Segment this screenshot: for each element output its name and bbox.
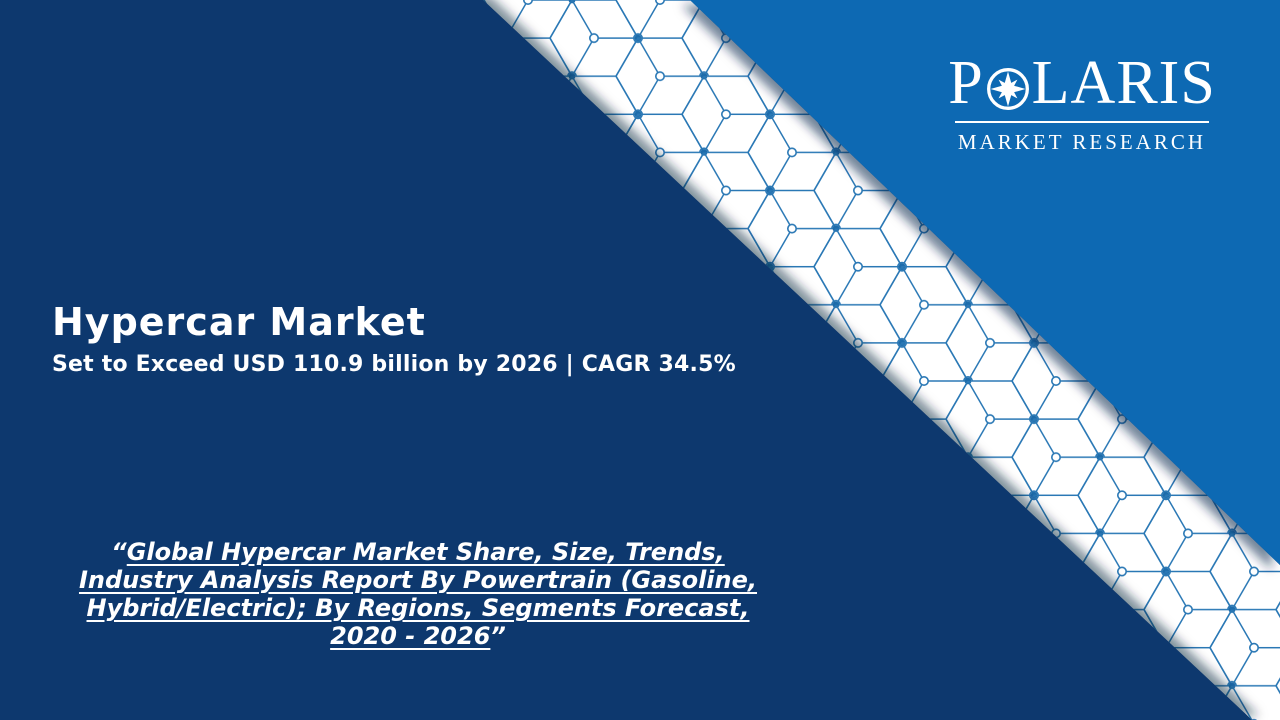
- logo-divider: [955, 121, 1209, 123]
- report-link-text[interactable]: 2020 - 2026: [330, 622, 491, 650]
- page-subtitle: Set to Exceed USD 110.9 billion by 2026 …: [52, 352, 736, 377]
- cube-pattern: [483, 0, 1280, 720]
- quote-line: “Global Hypercar Market Share, Size, Tre…: [52, 538, 784, 566]
- brand-logo: P LARIS MAR: [948, 52, 1215, 154]
- open-quote-mark: “: [111, 538, 127, 566]
- quote-line: Industry Analysis Report By Powertrain (…: [52, 566, 784, 594]
- accent-triangle: [690, 0, 1280, 565]
- polaris-wordmark: P LARIS: [948, 52, 1215, 114]
- report-link-text[interactable]: Global Hypercar Market Share, Size, Tren…: [126, 538, 725, 566]
- hero-block: Hypercar Market Set to Exceed USD 110.9 …: [52, 301, 736, 378]
- wordmark-start: P: [948, 49, 984, 117]
- report-link-text[interactable]: Hybrid/Electric); By Regions, Segments F…: [86, 594, 750, 622]
- compass-star-icon: [985, 61, 1031, 110]
- close-quote-mark: ”: [490, 622, 506, 650]
- wordmark-end: LARIS: [1031, 49, 1216, 117]
- report-quote: “Global Hypercar Market Share, Size, Tre…: [52, 538, 784, 650]
- quote-line: Hybrid/Electric); By Regions, Segments F…: [52, 594, 784, 622]
- logo-tagline: MARKET RESEARCH: [957, 130, 1207, 154]
- navy-panel: [0, 0, 1252, 720]
- report-link-text[interactable]: Industry Analysis Report By Powertrain (…: [78, 566, 758, 594]
- quote-line: 2020 - 2026”: [52, 622, 784, 650]
- page-title: Hypercar Market: [52, 300, 426, 344]
